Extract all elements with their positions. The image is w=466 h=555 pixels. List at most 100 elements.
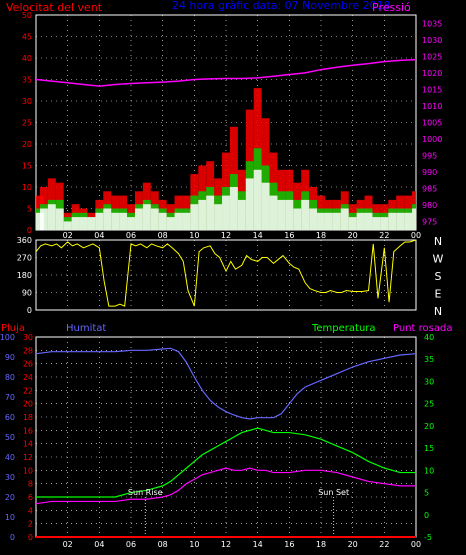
pressure-tick: 1015 (422, 85, 442, 94)
wind-x-tick: 06 (126, 231, 136, 240)
compass-tick: N (434, 235, 442, 248)
compass-tick: E (435, 288, 442, 301)
temperature-tick: 5 (424, 489, 429, 498)
pressure-line (35, 58, 417, 87)
wind-speed-tick: 45 (22, 33, 32, 42)
wind-speed-tick: 35 (22, 76, 32, 85)
rain-tick: 10 (5, 513, 15, 522)
wind-speed-bar (348, 217, 357, 230)
climate-x-tick: 10 (189, 540, 199, 549)
wind-speed-bar (63, 221, 72, 230)
rain-tick: 20 (5, 493, 15, 502)
chart-title: 24 hora gràfic data: 07 Novembre 2018 (172, 0, 391, 12)
wind-speed-bar (285, 199, 294, 230)
humidity-tick: 14 (23, 440, 33, 449)
wind-speed-bar (340, 208, 349, 230)
wind-speed-tick: 0 (27, 226, 32, 235)
humidity-tick: 12 (23, 453, 33, 462)
wind-speed-bar (388, 212, 397, 230)
humidity-tick: 16 (23, 426, 33, 435)
wind-x-tick: 04 (94, 231, 104, 240)
wind-speed-bar (324, 212, 333, 230)
humidity-tick: 8 (28, 480, 33, 489)
rain-tick: 40 (5, 453, 15, 462)
wind-speed-bar (237, 199, 246, 230)
climate-x-tick: 16 (284, 540, 294, 549)
rain-label: Pluja (1, 323, 25, 334)
wind-speed-bar (103, 208, 112, 230)
humidity-tick: 2 (28, 520, 33, 529)
wind-speed-bar (174, 212, 183, 230)
climate-x-tick: 00 (411, 540, 421, 549)
wind-speed-bar (39, 208, 48, 230)
wind-speed-bar (269, 195, 278, 230)
rain-tick: 30 (5, 473, 15, 482)
wind-speed-bar (277, 199, 286, 230)
climate-x-tick: 08 (158, 540, 168, 549)
wind-speed-bar (95, 212, 104, 230)
pressure-header: Pressió (372, 1, 411, 14)
wind-speed-bar (332, 212, 341, 230)
direction-tick: 360 (17, 236, 32, 245)
climate-x-tick: 22 (379, 540, 389, 549)
wind-speed-bar (317, 212, 325, 230)
wind-speed-bar (372, 217, 381, 230)
wind-speed-bar (55, 208, 64, 230)
wind-speed-bar (364, 212, 373, 230)
humidity-tick: 28 (23, 346, 33, 355)
wind-speed-bar (47, 204, 56, 230)
wind-speed-tick: 25 (22, 119, 32, 128)
direction-tick: 180 (17, 271, 32, 280)
wind-x-tick: 00 (411, 231, 421, 240)
rain-tick: 60 (5, 413, 15, 422)
humidity-tick: 4 (28, 506, 33, 515)
temperature-tick: -5 (424, 533, 432, 542)
pressure-tick: 1020 (422, 69, 442, 78)
rain-tick: 100 (0, 333, 15, 342)
wind-speed-bar (111, 212, 120, 230)
wind-speed-bar (71, 217, 80, 230)
direction-tick: 270 (17, 254, 32, 263)
wind-speed-bar (127, 217, 135, 230)
humidity-tick: 24 (23, 373, 33, 382)
dewpoint-label: Punt rosada (393, 323, 452, 334)
wind-speed-bar (166, 217, 175, 230)
wind-x-tick: 18 (316, 231, 326, 240)
climate-x-tick: 02 (63, 540, 73, 549)
rain-tick: 50 (5, 433, 15, 442)
climate-x-tick: 12 (221, 540, 231, 549)
temperature-tick: 10 (424, 466, 434, 475)
temperature-tick: 15 (424, 444, 434, 453)
wind-speed-bar (87, 217, 96, 230)
pressure-tick: 1010 (422, 102, 442, 111)
humidity-tick: 26 (23, 360, 33, 369)
climate-x-tick: 06 (126, 540, 136, 549)
humidity-line (35, 347, 417, 420)
wind-speed-bar (158, 212, 167, 230)
wind-speed-bar (253, 169, 262, 230)
compass-tick: W (433, 253, 444, 266)
direction-tick: 90 (22, 289, 32, 298)
temperature-tick: 40 (424, 333, 434, 342)
wind-speed-bar (119, 212, 128, 230)
humidity-tick: 30 (23, 333, 33, 342)
wind-speed-bar (412, 208, 416, 230)
wind-x-tick: 20 (348, 231, 358, 240)
wind-speed-tick: 50 (22, 11, 32, 20)
wind-speed-tick: 5 (27, 205, 32, 214)
compass-tick: S (435, 270, 442, 283)
wind-speed-bar (206, 195, 215, 230)
wind-speed-bar (182, 212, 191, 230)
wind-speed-tick: 40 (22, 54, 32, 63)
wind-speed-bar (150, 208, 159, 230)
wind-speed-tick: 10 (22, 183, 32, 192)
wind-speed-bar (293, 208, 302, 230)
temperature-tick: 20 (424, 422, 434, 431)
climate-x-tick: 04 (94, 540, 104, 549)
climate-x-tick: 20 (348, 540, 358, 549)
temperature-tick: 0 (424, 511, 429, 520)
wind-speed-bar (222, 195, 230, 230)
wind-x-tick: 08 (158, 231, 168, 240)
wind-speed-bar (380, 217, 389, 230)
